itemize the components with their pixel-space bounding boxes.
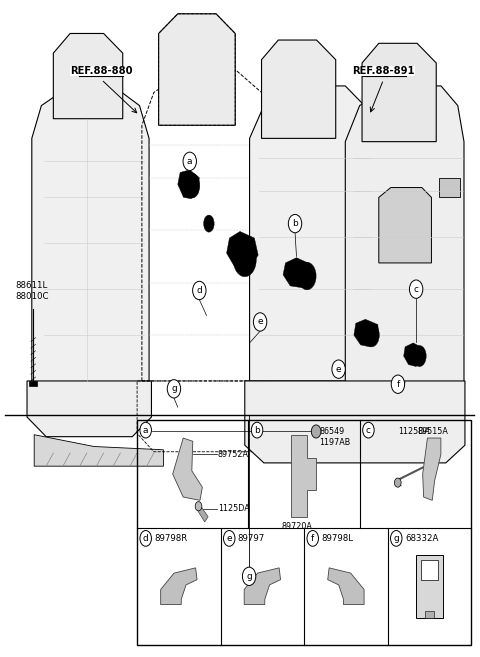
Ellipse shape [204,215,214,232]
Text: 88611L: 88611L [16,281,48,290]
Circle shape [140,422,152,438]
Text: e: e [257,317,263,327]
Circle shape [409,280,423,298]
Circle shape [363,422,374,438]
Text: REF.88-891: REF.88-891 [352,66,415,76]
Circle shape [242,567,256,585]
Polygon shape [178,170,199,198]
Text: a: a [187,157,192,166]
Polygon shape [421,560,438,579]
Text: 89515A: 89515A [418,427,449,436]
Polygon shape [425,611,434,618]
Text: g: g [246,572,252,581]
Text: 86549: 86549 [320,427,345,436]
Circle shape [167,380,180,398]
Text: 1197AB: 1197AB [320,438,351,447]
Polygon shape [291,435,316,516]
Circle shape [312,425,321,438]
Text: a: a [143,426,148,435]
Text: 89798R: 89798R [155,534,188,543]
Circle shape [252,422,263,438]
Text: d: d [196,286,202,295]
Polygon shape [161,568,197,604]
Circle shape [183,152,196,171]
Text: 89797: 89797 [238,534,265,543]
Polygon shape [439,177,460,197]
Text: 89752A: 89752A [217,450,249,459]
Text: g: g [171,384,177,394]
Circle shape [332,360,345,378]
Circle shape [253,313,267,331]
Ellipse shape [184,173,200,198]
Text: f: f [311,534,314,543]
Text: e: e [227,534,232,543]
Circle shape [391,375,405,394]
Text: b: b [254,426,260,435]
Polygon shape [283,258,312,288]
Text: 89798L: 89798L [322,534,353,543]
Polygon shape [404,343,424,367]
Text: c: c [414,284,419,294]
Text: 89720A: 89720A [281,522,312,531]
Polygon shape [32,86,149,384]
Text: c: c [366,426,371,435]
Polygon shape [27,381,152,437]
Polygon shape [423,438,441,501]
Polygon shape [262,40,336,139]
Circle shape [288,214,302,233]
Polygon shape [362,43,436,142]
Circle shape [395,478,401,487]
Ellipse shape [298,262,316,290]
Polygon shape [245,381,465,463]
Polygon shape [158,14,235,125]
Polygon shape [379,187,432,263]
Ellipse shape [233,242,256,277]
Circle shape [307,531,319,546]
Polygon shape [34,435,163,466]
Text: 1125DA: 1125DA [217,505,250,513]
Polygon shape [416,555,443,618]
Polygon shape [227,231,258,268]
Polygon shape [250,86,374,381]
Text: g: g [394,534,399,543]
Bar [137,420,471,645]
Circle shape [391,531,402,546]
Polygon shape [244,568,281,604]
Polygon shape [354,319,379,347]
Text: f: f [396,380,399,389]
Circle shape [192,281,206,300]
Polygon shape [197,505,208,522]
Polygon shape [53,34,123,119]
Polygon shape [328,568,364,604]
Ellipse shape [413,346,426,367]
Text: 88010C: 88010C [15,292,48,301]
Text: REF.88-880: REF.88-880 [70,66,132,76]
Polygon shape [345,86,464,397]
Polygon shape [173,438,203,501]
Text: 68332A: 68332A [405,534,438,543]
Text: b: b [292,219,298,228]
Polygon shape [29,381,37,386]
Text: d: d [143,534,149,543]
Text: e: e [336,365,341,374]
Text: 1125DA: 1125DA [398,427,430,436]
Circle shape [224,531,235,546]
Circle shape [195,502,202,510]
Ellipse shape [364,323,379,347]
Circle shape [140,531,152,546]
